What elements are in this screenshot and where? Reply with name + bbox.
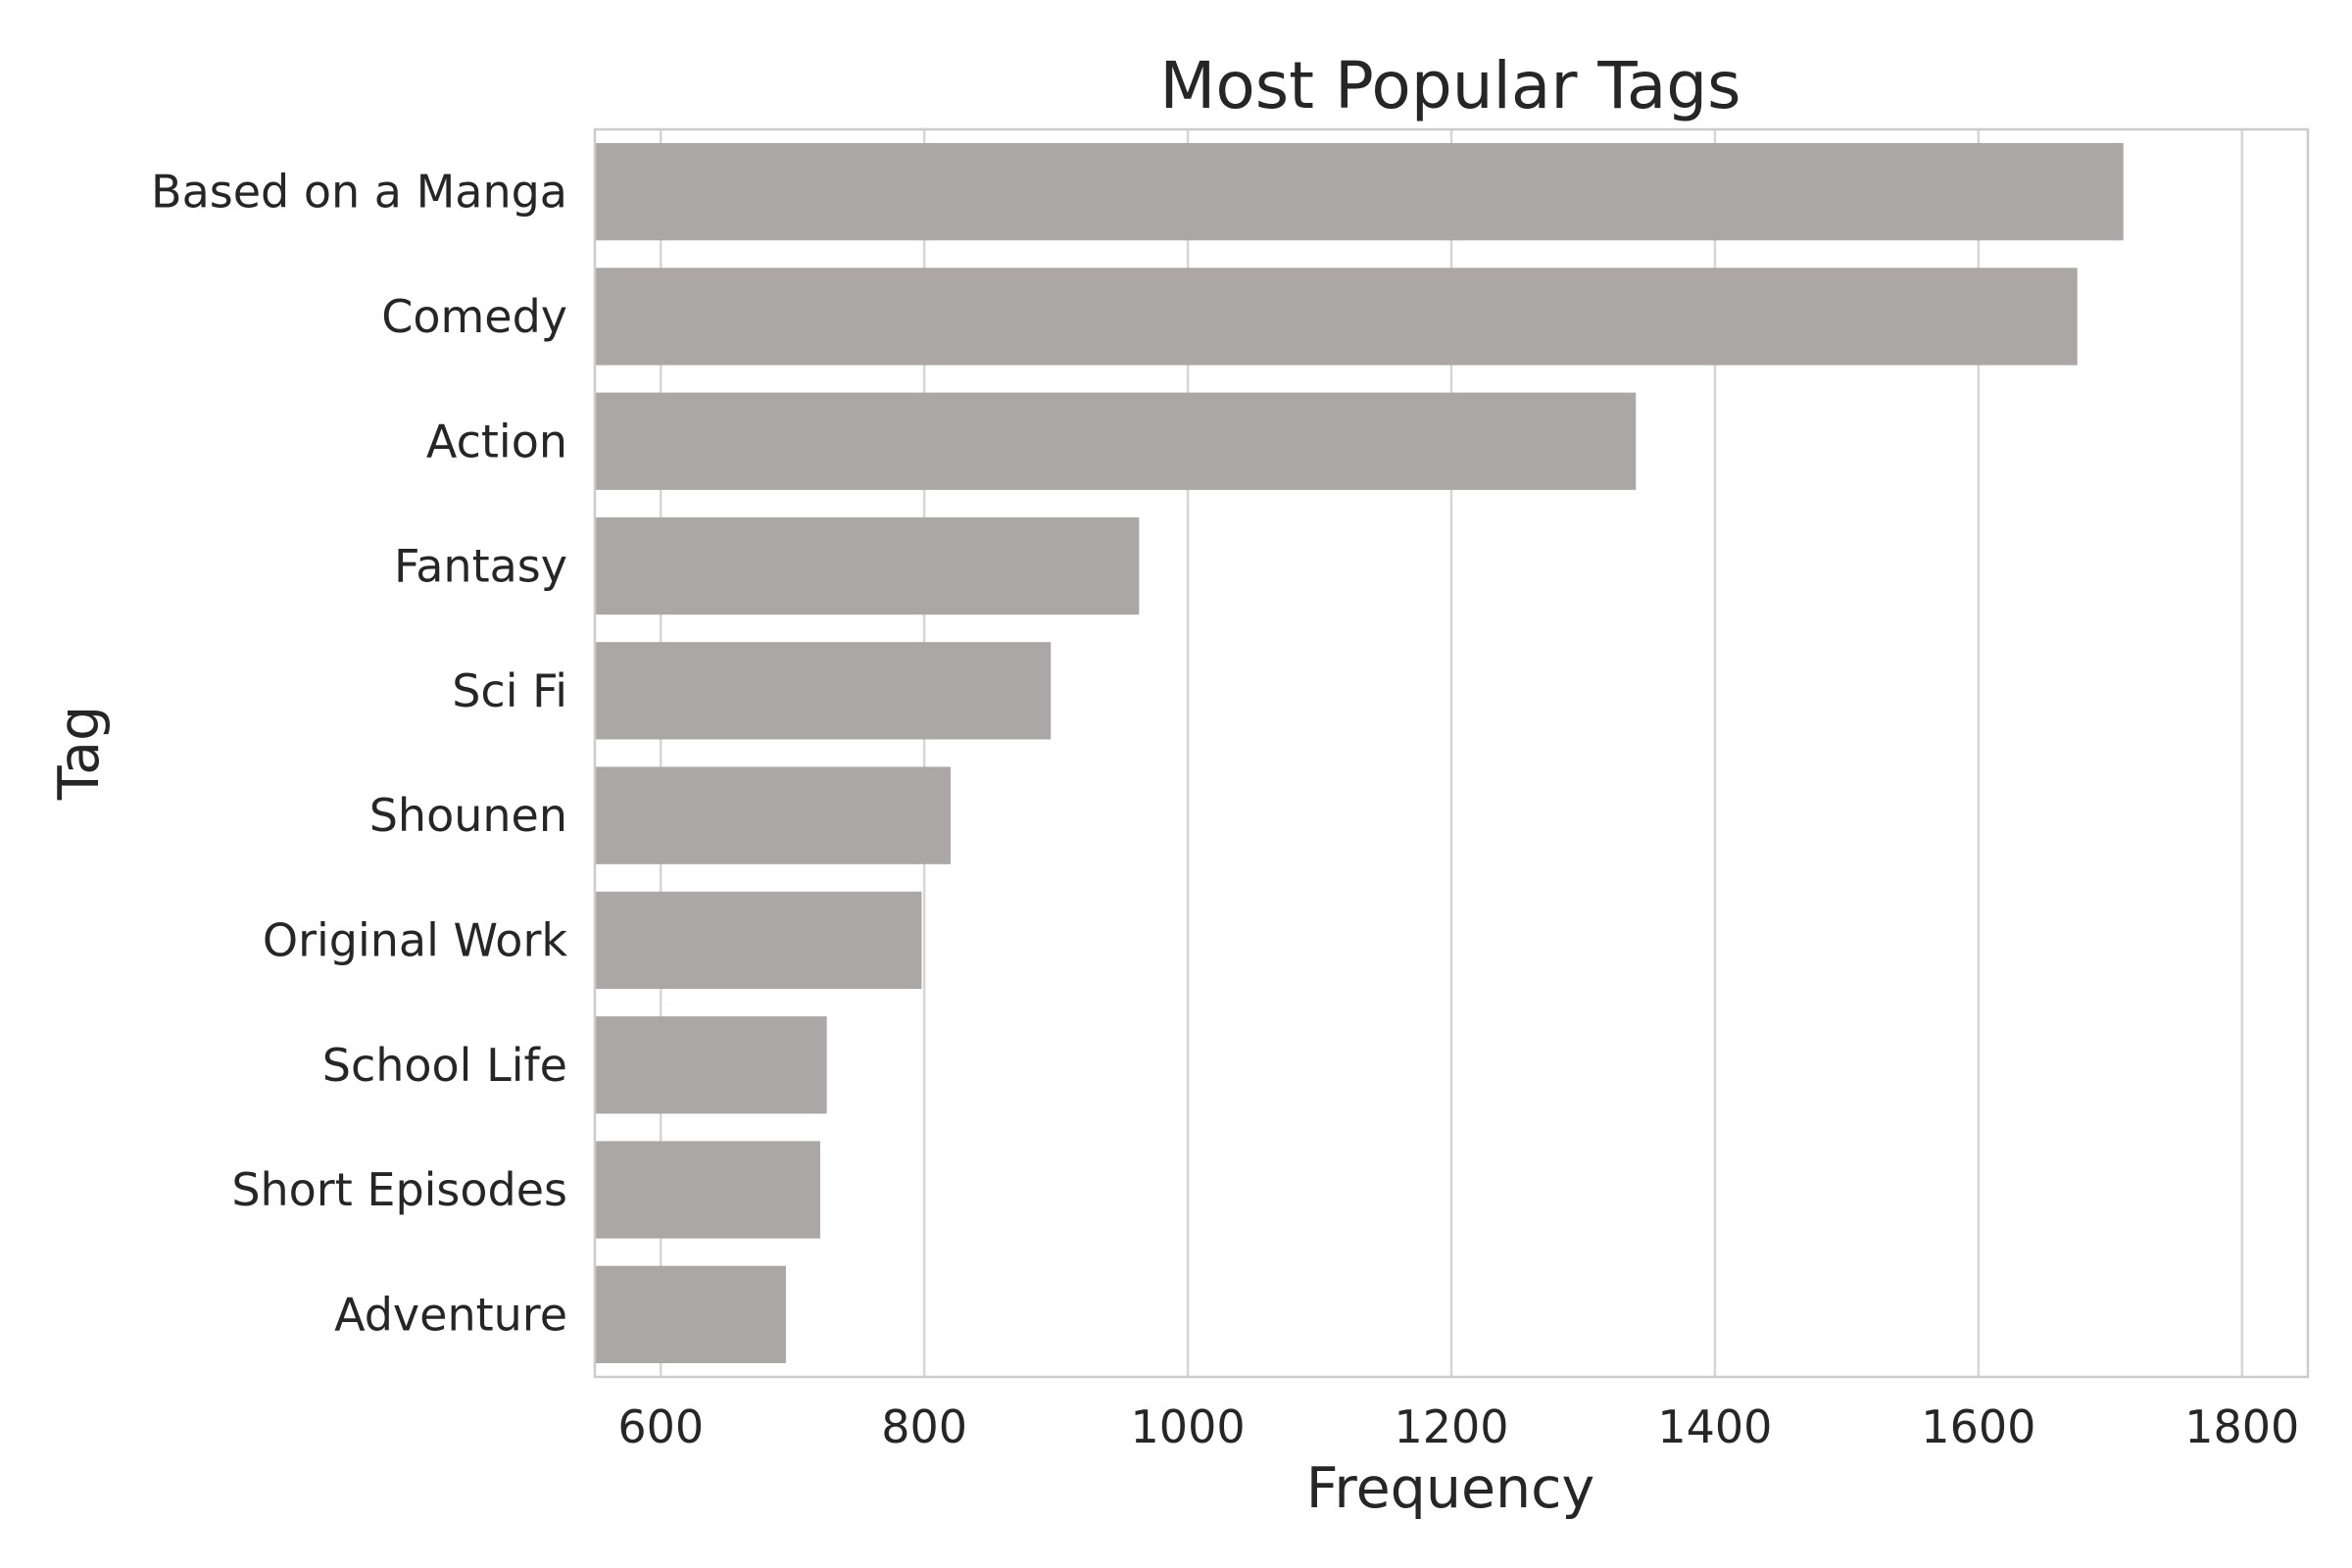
y-tick-label: Shounen	[369, 789, 567, 842]
y-tick-label: Adventure	[334, 1288, 567, 1341]
bar-sci-fi	[595, 642, 1052, 740]
y-tick-label: Action	[426, 415, 567, 467]
bar-fantasy	[595, 516, 1140, 615]
y-tick-label: Short Episodes	[231, 1163, 567, 1216]
bar-short-episodes	[595, 1141, 820, 1239]
x-tick-label: 1200	[1394, 1400, 1508, 1453]
x-tick-label: 600	[617, 1400, 704, 1453]
bars	[595, 143, 2124, 1363]
x-tick-label: 1800	[2184, 1400, 2299, 1453]
x-axis-label: Frequency	[1306, 1456, 1594, 1521]
x-tick-label: 800	[881, 1400, 967, 1453]
plot-frame	[593, 127, 2310, 1379]
y-tick-label: Original Work	[263, 913, 567, 966]
y-axis-label: Tag	[47, 706, 112, 802]
x-tick-label: 1000	[1131, 1400, 1246, 1453]
bar-action	[595, 392, 1637, 490]
bar-comedy	[595, 268, 2078, 366]
bar-based-on-a-manga	[595, 143, 2124, 241]
y-tick-label: Sci Fi	[452, 664, 567, 717]
y-tick-label: Fantasy	[394, 540, 567, 593]
x-tick-label: 1400	[1657, 1400, 1772, 1453]
chart-title: Most Popular Tags	[1159, 48, 1740, 123]
bar-adventure	[595, 1265, 786, 1363]
x-tick-labels: 600 800 1000 1200 1400 1600 1800	[617, 1400, 2299, 1453]
y-tick-label: Comedy	[381, 290, 567, 343]
bar-original-work	[595, 891, 922, 990]
y-tick-label: Based on a Manga	[151, 166, 567, 219]
bar-shounen	[595, 766, 952, 864]
y-tick-label: School Life	[322, 1039, 567, 1092]
y-tick-labels: Based on a Manga Comedy Action Fantasy Sci F…	[151, 166, 567, 1342]
x-tick-label: 1600	[1921, 1400, 2035, 1453]
bar-school-life	[595, 1016, 827, 1114]
